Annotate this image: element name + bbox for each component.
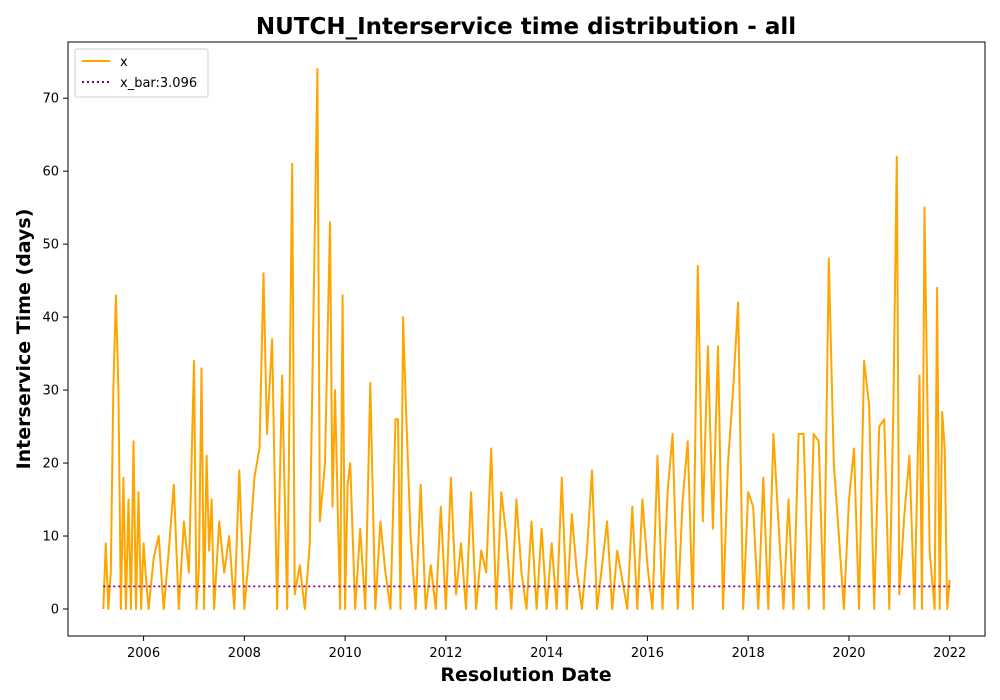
x-axis-label: Resolution Date [440,664,611,686]
x-tick-label: 2020 [832,646,865,661]
y-tick-label: 70 [42,92,59,107]
x-tick-label: 2012 [429,646,462,661]
x-tick-label: 2008 [228,646,261,661]
y-tick-label: 40 [42,311,59,326]
y-axis-ticks: 0 10 20 30 40 50 60 70 [42,92,68,618]
y-tick-label: 20 [42,457,59,472]
legend: x x_bar:3.096 [74,48,209,98]
legend-label-x-bar: x_bar:3.096 [120,76,197,91]
series-line-x [102,68,951,610]
x-tick-label: 2022 [933,646,966,661]
x-tick-label: 2006 [127,646,160,661]
x-axis-ticks: 2006 2008 2010 2012 2014 2016 2018 2020 2022 [127,636,966,661]
x-tick-label: 2018 [732,646,765,661]
legend-label-x: x [120,55,128,70]
x-tick-label: 2014 [530,646,563,661]
y-axis-label: Interservice Time (days) [13,209,35,470]
y-tick-label: 50 [42,238,59,253]
plot-series-group [102,68,951,610]
x-tick-label: 2016 [631,646,664,661]
plot-frame [67,41,986,637]
y-tick-label: 60 [42,165,59,180]
y-tick-label: 30 [42,384,59,399]
chart-title: NUTCH_Interservice time distribution - a… [256,14,796,40]
y-tick-label: 0 [51,603,59,618]
y-tick-label: 10 [42,530,59,545]
x-tick-label: 2010 [329,646,362,661]
